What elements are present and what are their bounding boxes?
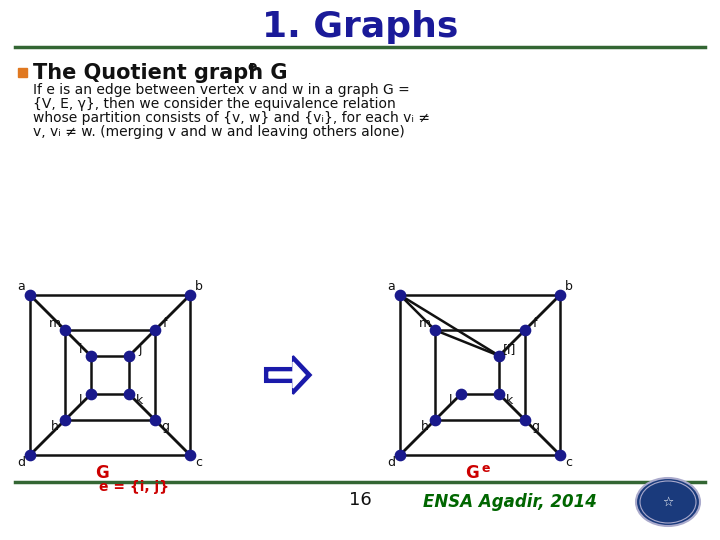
Text: i: i (78, 343, 82, 356)
Text: e: e (481, 462, 490, 475)
Text: m: m (419, 318, 431, 330)
Point (455, 390, 467, 399)
Text: d: d (387, 456, 395, 469)
Point (123, 390, 135, 399)
Point (24, 291, 36, 299)
Point (429, 415, 441, 424)
Point (395, 451, 406, 460)
Text: j: j (138, 343, 141, 356)
Text: {V, E, γ}, then we consider the equivalence relation: {V, E, γ}, then we consider the equivale… (33, 97, 396, 111)
Text: l: l (449, 394, 452, 407)
Text: k: k (506, 394, 513, 407)
Point (519, 415, 531, 424)
Text: ☆: ☆ (662, 496, 674, 509)
Text: b: b (565, 280, 572, 294)
Text: a: a (17, 280, 25, 294)
Text: whose partition consists of {v, w} and {vᵢ}, for each vᵢ ≠: whose partition consists of {v, w} and {… (33, 111, 430, 125)
Text: [i]: [i] (503, 343, 516, 356)
Text: f: f (163, 318, 168, 330)
Text: f: f (533, 318, 537, 330)
Bar (18, 68, 27, 77)
Text: G: G (95, 464, 109, 482)
Text: c: c (195, 456, 202, 469)
Text: v, vᵢ ≠ w. (merging v and w and leaving others alone): v, vᵢ ≠ w. (merging v and w and leaving … (33, 125, 405, 139)
Text: G: G (465, 464, 479, 482)
Point (493, 352, 505, 360)
Point (24, 451, 36, 460)
Text: c: c (565, 456, 572, 469)
Point (493, 390, 505, 399)
Ellipse shape (636, 478, 700, 526)
Text: 1. Graphs: 1. Graphs (262, 10, 458, 44)
Text: d: d (17, 456, 25, 469)
Text: The Quotient graph G: The Quotient graph G (33, 63, 287, 83)
Text: m: m (49, 318, 61, 330)
Point (395, 291, 406, 299)
Point (519, 326, 531, 334)
Text: h: h (51, 420, 59, 433)
Point (149, 415, 161, 424)
Point (184, 291, 196, 299)
Point (429, 326, 441, 334)
Point (184, 451, 196, 460)
Text: l: l (78, 394, 82, 407)
Text: g: g (161, 420, 169, 433)
Point (149, 326, 161, 334)
Text: h: h (421, 420, 428, 433)
Point (123, 352, 135, 360)
Point (85, 390, 96, 399)
Text: e: e (247, 60, 256, 74)
Point (554, 451, 566, 460)
Point (60, 415, 71, 424)
Text: g: g (531, 420, 539, 433)
Point (554, 291, 566, 299)
Text: ENSA Agadir, 2014: ENSA Agadir, 2014 (423, 493, 597, 511)
Text: k: k (136, 394, 143, 407)
Text: 16: 16 (348, 491, 372, 509)
Text: b: b (195, 280, 203, 294)
Text: If e is an edge between vertex v and w in a graph G =: If e is an edge between vertex v and w i… (33, 83, 410, 97)
Text: a: a (387, 280, 395, 294)
Polygon shape (265, 356, 311, 394)
Polygon shape (269, 362, 305, 388)
Text: e = {i, j}: e = {i, j} (99, 480, 169, 494)
Point (60, 326, 71, 334)
Point (85, 352, 96, 360)
